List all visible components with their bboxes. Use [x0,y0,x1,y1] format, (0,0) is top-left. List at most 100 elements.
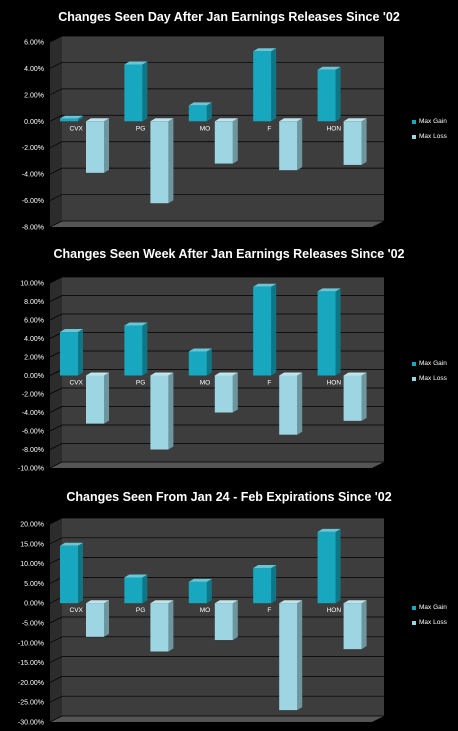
bar-front-face [150,121,169,204]
bar-loss [150,372,174,450]
gridline [49,616,384,624]
y-tick-label: 4.00% [24,66,44,73]
bar-top-face [188,102,212,106]
bar-loss [214,118,238,164]
bar-loss [343,372,367,421]
plot-floor [50,716,384,722]
bar-gain [124,322,148,376]
y-tick-label: 20.00% [20,522,44,529]
bar-loss [214,372,238,413]
bar-top-face [150,118,174,122]
x-tick-label: PG [136,125,145,132]
bar-loss [214,600,238,641]
bar-side-face [78,115,83,122]
legend-label: Max Gain [419,604,447,611]
bar-top-face [60,329,83,333]
gridline [49,443,384,450]
x-tick-label: MO [200,380,210,387]
bar-side-face [78,542,83,604]
gridline [49,636,384,644]
bar-side-face [361,372,367,421]
y-tick-label: -6.00% [22,198,44,205]
legend-swatch-gain [412,361,416,366]
legend-swatch-loss [412,134,416,139]
bar-side-face [78,329,83,376]
bar-front-face [214,121,233,164]
x-tick-label: HON [327,380,342,387]
gridline [49,114,384,122]
bar-side-face [335,288,341,376]
bar-gain [317,528,341,604]
plot-floor [50,221,384,227]
bar-side-face [361,600,367,650]
bar-gain [317,288,341,376]
bar-side-face [297,118,303,171]
legend-item-max-loss: Max Loss [412,375,447,382]
bar-top-face [124,574,148,578]
gridline [49,276,384,284]
y-tick-label: 10.00% [20,561,44,568]
y-tick-label: 0.00% [24,119,44,126]
chart-legend: Max Gain Max Loss [412,118,447,148]
bar-front-face [188,105,207,122]
x-tick-label: F [267,125,271,132]
bar-side-face [297,372,303,435]
bar-top-face [86,118,109,122]
bar-front-face [343,121,362,165]
gridline [49,424,384,432]
bar-loss [86,600,109,637]
bar-loss [279,118,303,171]
bar-top-face [253,283,277,287]
y-tick-label: 2.00% [24,355,44,362]
bar-gain [124,61,148,122]
x-tick-label: CVX [70,607,84,614]
bar-front-face [253,567,272,604]
bar-side-face [104,600,109,637]
bar-side-face [335,66,341,122]
legend-item-max-gain: Max Gain [412,604,447,611]
bar-top-face [86,600,109,604]
bar-side-face [271,564,277,604]
chart-title: Changes Seen Day After Jan Earnings Rele… [58,10,400,24]
bar-top-face [317,66,341,70]
bar-top-face [279,372,303,376]
bar-front-face [124,325,143,376]
gridline [49,88,384,96]
x-tick-label: F [267,607,271,614]
bar-gain [253,283,277,376]
chart-title: Changes Seen From Jan 24 - Feb Expiratio… [66,490,392,504]
y-tick-label: -6.00% [22,429,44,436]
bar-side-face [271,283,277,376]
bar-front-face [317,69,336,122]
bar-side-face [104,118,109,173]
bar-side-face [104,372,109,424]
y-tick-label: 5.00% [24,581,44,588]
chart-legend: Max Gain Max Loss [412,360,447,390]
bar-top-face [317,288,341,292]
legend-item-max-gain: Max Gain [412,118,447,125]
y-tick-label: -20.00% [18,680,44,687]
bar-top-face [343,600,367,604]
gridline [49,517,384,525]
y-tick-label: 8.00% [24,299,44,306]
bar-front-face [86,375,104,424]
bar-front-face [317,291,336,376]
gridline [49,406,384,413]
y-tick-label: -4.00% [22,410,44,417]
x-tick-label: CVX [70,380,84,387]
y-tick-label: -4.00% [22,172,44,179]
x-tick-label: HON [327,125,342,132]
bar-side-face [232,372,238,413]
gridline [49,676,384,683]
y-tick-label: 0.00% [24,373,44,380]
bar-front-face [60,545,78,604]
bar-loss [279,372,303,435]
bar-gain [124,574,148,604]
gridline [49,167,384,175]
bar-front-face [253,51,272,122]
bar-gain [60,329,83,376]
y-tick-label: -10.00% [18,466,44,473]
bar-side-face [206,102,212,122]
gridline [49,295,384,302]
bar-top-face [214,118,238,122]
